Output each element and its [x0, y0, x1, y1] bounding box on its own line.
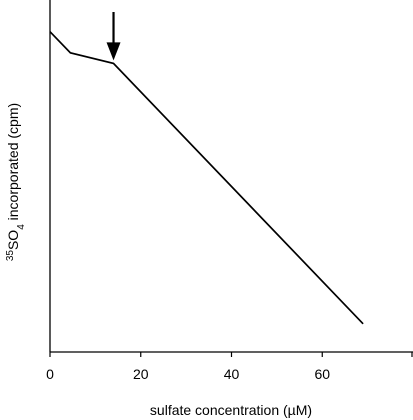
x-tick-label: 60 [314, 366, 330, 382]
x-ticks: 0 20 40 60 [46, 352, 413, 382]
annotations [106, 12, 121, 61]
x-axis-label: sulfate concentration (µM) [150, 402, 312, 418]
y-axis-label-subscript: 4 [16, 224, 27, 230]
x-tick-label: 20 [133, 366, 149, 382]
y-axis-label-rest: incorporated (cpm) [5, 103, 21, 224]
y-axis-label-so: SO [5, 230, 21, 250]
series-group [49, 31, 364, 325]
series-line [49, 31, 364, 325]
axes [49, 0, 413, 353]
arrow-down-icon [106, 12, 121, 61]
x-tick-label: 0 [46, 366, 54, 382]
y-axis-label-isotope: 35 [5, 250, 16, 262]
arrow-head [106, 42, 121, 61]
y-axis-label: 35SO4 incorporated (cpm) [5, 103, 27, 261]
x-tick-label: 40 [224, 366, 240, 382]
